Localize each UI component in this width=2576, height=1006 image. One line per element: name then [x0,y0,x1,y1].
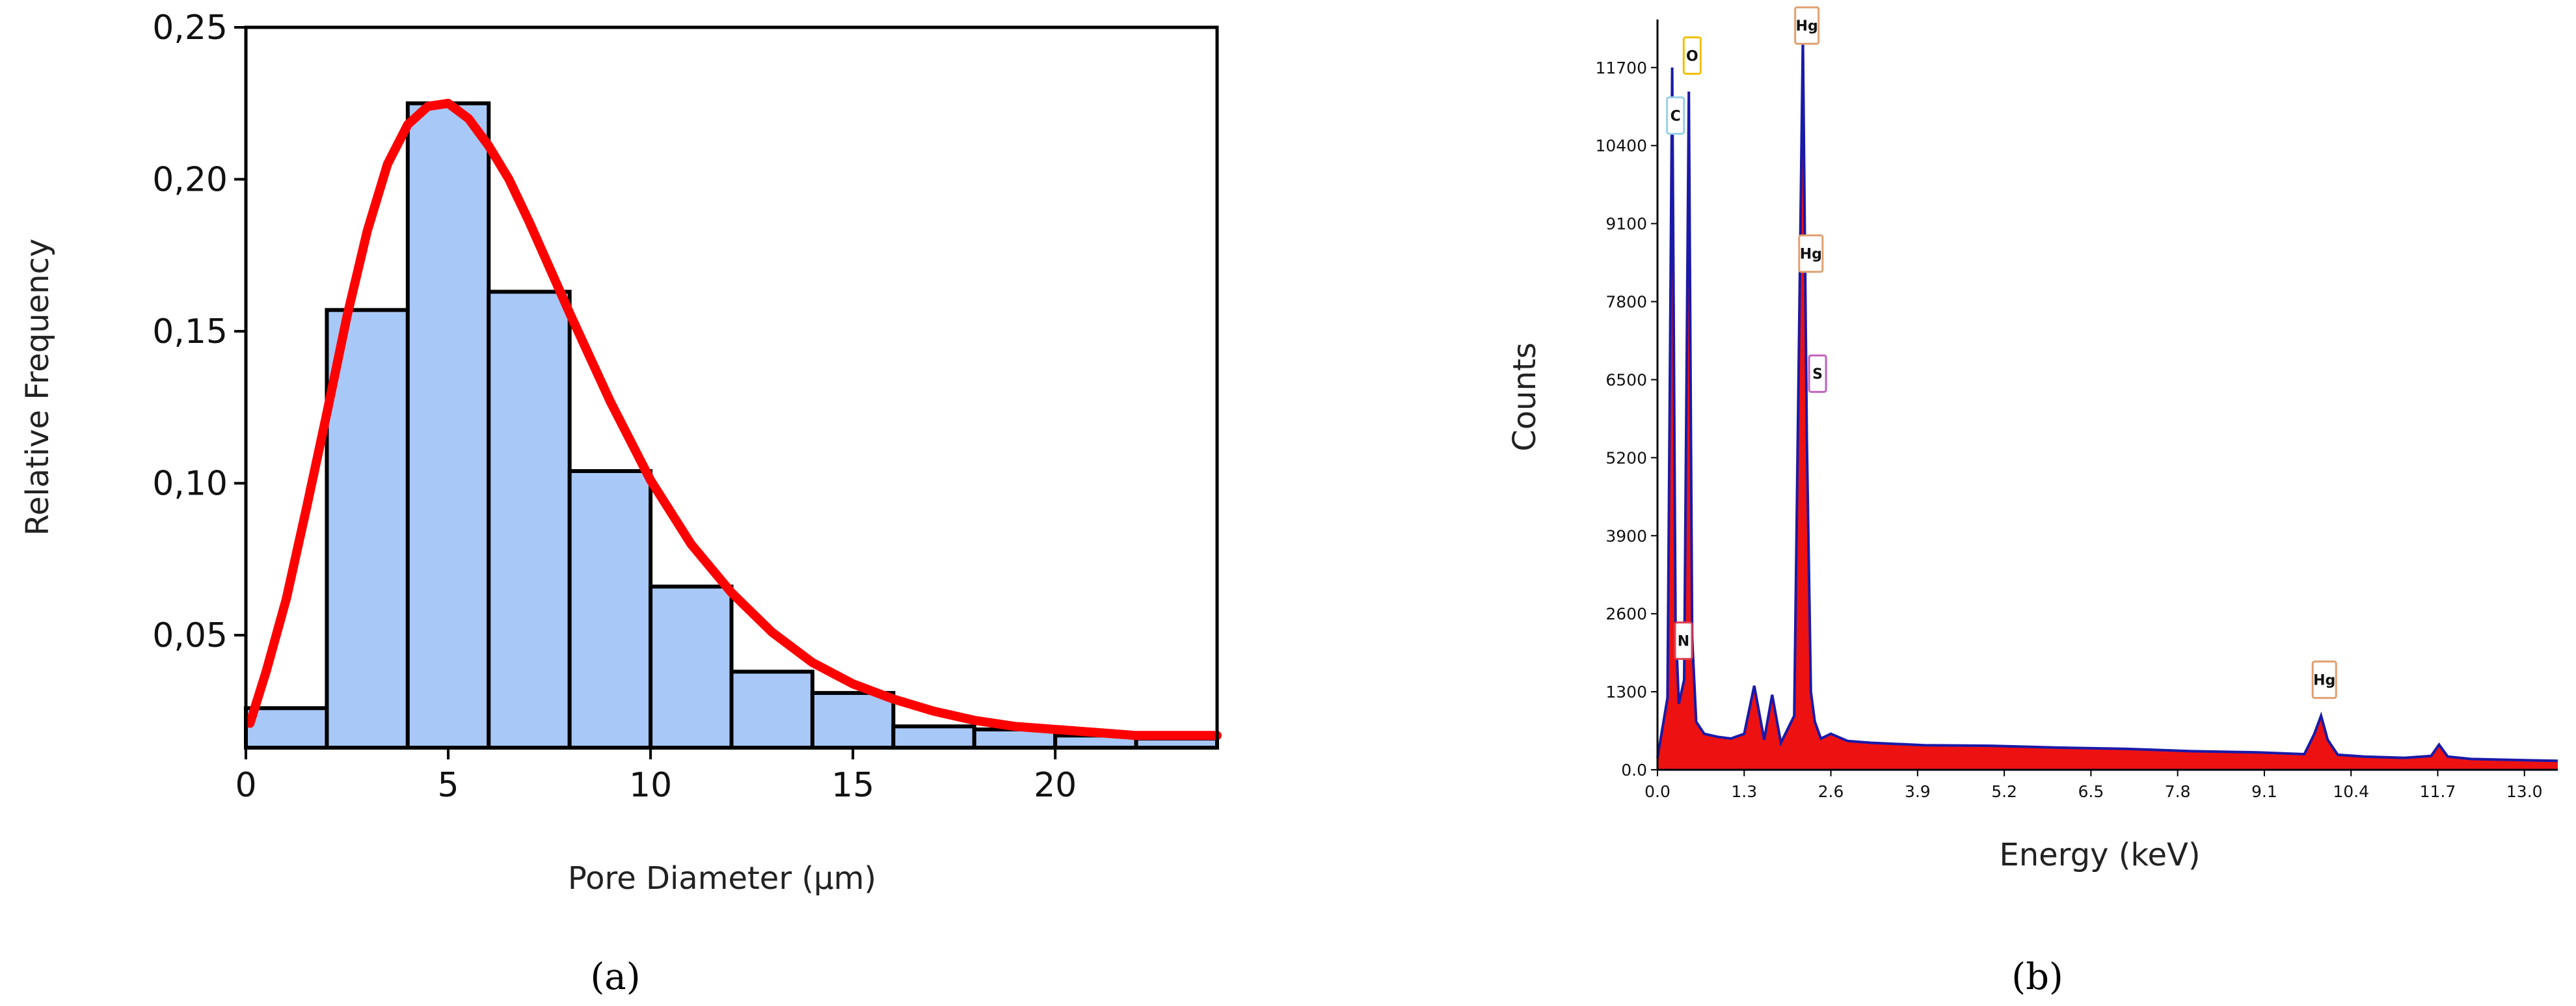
histogram-bar [810,690,896,750]
peak-labels: C O N Hg Hg S Hg [1666,6,2337,700]
y-tick-label-b: 1300 [1605,683,1647,701]
svg-text:Hg: Hg [1800,247,1822,263]
plot-frame-a [244,25,1219,750]
x-tick-label-a: 5 [437,766,459,805]
histogram-bar [891,724,976,750]
y-tick-label-b: 0.0 [1621,761,1647,780]
y-tick-label-b: 7800 [1605,293,1647,312]
x-tick-label-b: 9.1 [2251,782,2277,801]
y-axis-label-b: Counts [1507,342,1543,452]
x-tick-label-b: 2.6 [1818,782,1844,801]
histogram-bar [567,469,653,750]
x-axis-label-b: Energy (keV) [1999,837,2200,873]
histogram-bar [405,101,491,750]
y-tick-label-a: 0,10 [152,465,228,504]
x-tick-label-a: 15 [831,766,874,805]
x-tick-label-a: 10 [629,766,672,805]
x-tick-label-b: 13.0 [2506,782,2543,801]
x-axis-label-a: Pore Diameter (µm) [568,860,876,897]
x-tick-label-b: 10.4 [2333,782,2369,801]
x-tick-label-a: 0 [235,766,256,805]
caption-b: (b) [2011,956,2063,998]
svg-text:S: S [1812,366,1823,383]
panel-a-pore-histogram: 0 5 10 15 20 0,05 0,10 0,15 0,20 0,25 Relative Fr… [20,8,1222,998]
svg-text:C: C [1670,109,1681,125]
peak-label-s: S [1808,354,1827,393]
panel-b-eds-spectrum: 0.0 1.3 2.6 3.9 5.2 6.5 7.8 9.1 10.4 11.7 13.0 0.0 1… [1507,6,2558,998]
lognormal-fit-curve [245,98,1222,741]
x-tick-label-b: 11.7 [2420,782,2456,801]
peak-label-n: N [1674,621,1693,660]
y-tick-label-b: 11700 [1595,59,1647,77]
y-tick-label-a: 0,20 [152,161,228,200]
peak-label-o: O [1682,36,1702,75]
y-axis-label-a: Relative Frequency [20,239,56,536]
peak-label-hg: Hg [2311,660,2337,700]
y-tick-label-b: 5200 [1605,448,1647,467]
svg-text:N: N [1678,634,1689,650]
y-tick-label-b: 3900 [1605,526,1647,545]
y-tick-label-b: 9100 [1605,215,1647,234]
caption-a: (a) [590,956,640,998]
x-tick-label-a: 20 [1034,766,1077,805]
histogram-bar [649,584,734,750]
axis-ticks-b: 0.0 1.3 2.6 3.9 5.2 6.5 7.8 9.1 10.4 11.7 13.0 0.0 1… [1595,59,2542,801]
peak-label-hg: Hg [1794,6,1820,45]
x-tick-label-b: 1.3 [1731,782,1757,801]
peak-label-c: C [1666,96,1685,135]
svg-text:Hg: Hg [2313,673,2335,689]
y-tick-label-a: 0,15 [152,312,228,351]
x-tick-label-b: 3.9 [1905,782,1931,801]
histogram-bar [325,308,410,750]
x-tick-label-b: 6.5 [2078,782,2104,801]
histogram-bar [729,670,814,750]
y-tick-label-b: 10400 [1595,137,1647,156]
y-tick-label-a: 0,25 [152,8,228,48]
y-tick-label-b: 6500 [1605,370,1647,389]
x-tick-label-b: 7.8 [2165,782,2191,801]
histogram-bar [487,290,572,750]
spectrum-fill [1657,37,2558,770]
y-tick-label-b: 2600 [1605,605,1647,623]
histogram-bar [244,706,329,750]
x-tick-label-b: 5.2 [1991,782,2017,801]
axis-ticks-a: 0 5 10 15 20 0,05 0,10 0,15 0,20 0,25 [152,8,1077,805]
x-tick-label-b: 0.0 [1644,782,1670,801]
peak-label-hg: Hg [1798,234,1824,273]
y-tick-label-a: 0,05 [152,616,228,655]
spectrum-line [1656,37,2558,763]
histogram-bars [244,101,1220,750]
svg-text:Hg: Hg [1796,18,1818,34]
svg-text:O: O [1686,48,1698,64]
